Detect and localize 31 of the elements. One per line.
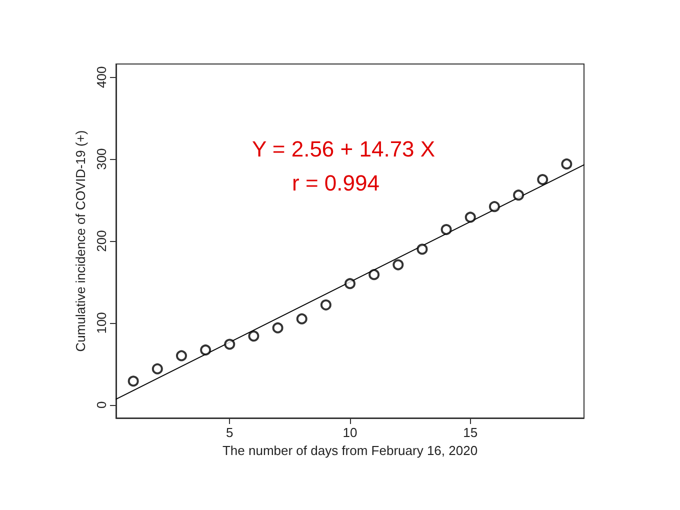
annotation: r = 0.994 — [292, 170, 380, 196]
point — [128, 376, 139, 387]
y-tick-label: 100 — [94, 312, 109, 334]
y-axis-title: Cumulative incidence of COVID-19 (+) — [73, 130, 88, 352]
point — [296, 313, 308, 324]
point — [200, 344, 212, 356]
x-tick-label: 10 — [342, 425, 358, 440]
x-tick-label: 5 — [226, 425, 234, 440]
x-tick-label: 15 — [463, 425, 478, 440]
point — [320, 299, 332, 310]
y-tick-label: 0 — [94, 401, 109, 409]
point — [561, 158, 572, 170]
point — [224, 338, 236, 350]
point — [344, 278, 356, 290]
point — [152, 363, 163, 374]
annotation: Y = 2.56 + 14.73 X — [252, 136, 436, 162]
point — [440, 224, 452, 236]
point — [272, 322, 284, 334]
y-tick-label: 400 — [94, 66, 109, 88]
point — [176, 350, 187, 362]
point — [416, 244, 428, 255]
y-tick-label: 300 — [94, 148, 109, 170]
point — [537, 174, 548, 186]
y-tick-label: 200 — [94, 230, 109, 252]
point — [513, 190, 524, 201]
point — [368, 269, 380, 280]
point — [488, 201, 500, 212]
x-axis-title: The number of days from February 16, 2020 — [222, 442, 478, 458]
point — [248, 330, 260, 342]
point — [464, 212, 476, 223]
point — [392, 259, 404, 270]
